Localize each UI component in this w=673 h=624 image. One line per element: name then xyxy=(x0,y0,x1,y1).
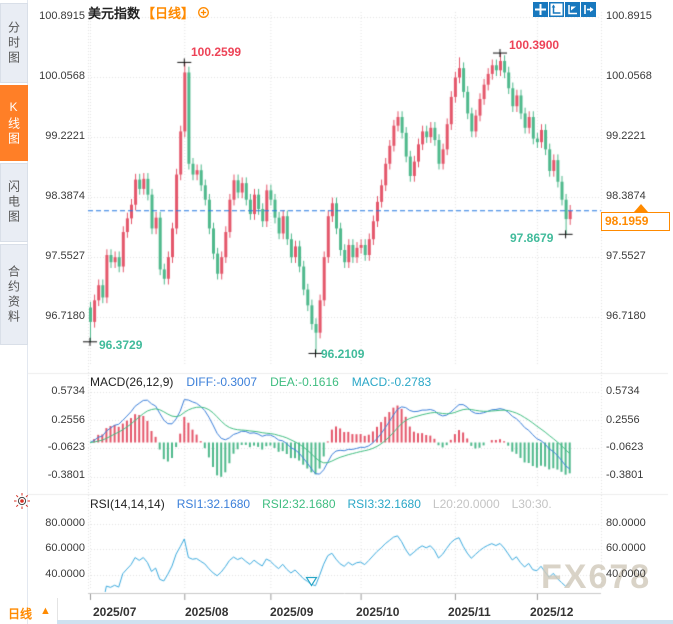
price-axis-label: 99.2221 xyxy=(45,130,85,142)
rsi1-value: RSI1:32.1680 xyxy=(176,497,251,511)
period-selector[interactable]: 日线 xyxy=(8,607,33,621)
x-axis-month-label: 2025/07 xyxy=(93,605,137,619)
y-axis-scale-icon[interactable] xyxy=(565,2,580,17)
high-price-annotation: 100.2599 xyxy=(191,45,242,59)
current-price-arrow xyxy=(634,204,648,212)
price-axis-label: 100.0568 xyxy=(606,70,652,82)
price-axis-label: 98.3874 xyxy=(606,190,646,202)
add-indicator-icon[interactable] xyxy=(197,6,210,19)
macd-axis-label: -0.0623 xyxy=(606,441,644,453)
chart-toolbar xyxy=(533,2,596,17)
price-axis-label: 96.7180 xyxy=(606,310,646,322)
instrument-title: 美元指数 xyxy=(88,6,141,21)
macd-axis-label: -0.3801 xyxy=(606,469,644,481)
rsi-low-marker-icon xyxy=(305,576,318,587)
low-price-annotation: 97.8679 xyxy=(510,231,554,245)
sidebar-tab-kline-chart[interactable]: K线图 xyxy=(0,85,28,161)
exit-view-icon[interactable] xyxy=(581,2,596,17)
x-axis-month-label: 2025/12 xyxy=(530,605,574,619)
price-axis-label: 99.2221 xyxy=(606,130,646,142)
period-arrow-icon[interactable]: ▲ xyxy=(40,605,51,617)
sidebar: 分时图 K线图 闪电图 合约资料 xyxy=(0,0,31,624)
rsi-l20-value: L20:20.0000 xyxy=(432,497,500,511)
price-axis-label: 97.5527 xyxy=(45,250,85,262)
macd-axis-label: 0.2556 xyxy=(51,414,85,426)
rsi3-value: RSI3:32.1680 xyxy=(347,497,421,511)
price-axis-label: 96.7180 xyxy=(45,310,85,322)
chart-title-row: 美元指数 【日线】 xyxy=(88,3,210,22)
x-axis-month-label: 2025/10 xyxy=(356,605,400,619)
period-tag: 【日线】 xyxy=(142,6,195,21)
move-icon[interactable] xyxy=(533,2,548,17)
rsi-axis-label: 40.0000 xyxy=(606,568,646,580)
rsi-axis-label: 40.0000 xyxy=(45,568,85,580)
rsi-name: RSI(14,14,14) xyxy=(90,497,165,511)
high-price-annotation: 100.3900 xyxy=(509,38,560,52)
rsi-axis-label: 60.0000 xyxy=(606,542,646,554)
sidebar-tab-time-chart[interactable]: 分时图 xyxy=(0,3,28,83)
price-axis-label: 100.8915 xyxy=(606,10,652,22)
rsi-axis-label: 60.0000 xyxy=(45,542,85,554)
footer-period-cell xyxy=(0,598,58,624)
macd-dea-value: DEA:-0.1616 xyxy=(270,375,339,389)
macd-header: MACD(26,12,9) DIFF:-0.3007 DEA:-0.1616 M… xyxy=(90,375,431,389)
price-axis-label: 100.0568 xyxy=(39,70,85,82)
price-axis-label: 98.3874 xyxy=(45,190,85,202)
x-axis-month-label: 2025/09 xyxy=(270,605,314,619)
x-axis-scale-icon[interactable] xyxy=(549,2,564,17)
x-axis-month-label: 2025/08 xyxy=(185,605,229,619)
rsi-axis-label: 80.0000 xyxy=(606,517,646,529)
bottom-scrollbar[interactable] xyxy=(57,620,673,624)
macd-axis-label: 0.5734 xyxy=(606,385,640,397)
macd-axis-label: -0.0623 xyxy=(47,441,85,453)
sidebar-tab-contract-info[interactable]: 合约资料 xyxy=(0,244,28,345)
radiating-dot-icon[interactable] xyxy=(13,492,31,510)
rsi-header: RSI(14,14,14) RSI1:32.1680 RSI2:32.1680 … xyxy=(90,497,552,511)
price-axis-label: 100.8915 xyxy=(39,10,85,22)
low-price-annotation: 96.2109 xyxy=(321,347,365,361)
x-axis-month-label: 2025/11 xyxy=(448,605,491,619)
price-axis-label: 97.5527 xyxy=(606,250,646,262)
macd-axis-label: 0.5734 xyxy=(51,385,85,397)
macd-diff-value: DIFF:-0.3007 xyxy=(186,375,258,389)
rsi-l30-value: L30:30. xyxy=(511,497,552,511)
sidebar-tab-lightning-chart[interactable]: 闪电图 xyxy=(0,163,28,242)
low-price-annotation: 96.3729 xyxy=(99,338,143,352)
macd-macd-value: MACD:-0.2783 xyxy=(351,375,432,389)
macd-name: MACD(26,12,9) xyxy=(90,375,174,389)
macd-axis-label: -0.3801 xyxy=(47,469,85,481)
watermark: FX678 xyxy=(541,558,652,596)
rsi2-value: RSI2:32.1680 xyxy=(262,497,336,511)
macd-axis-label: 0.2556 xyxy=(606,414,640,426)
rsi-axis-label: 80.0000 xyxy=(45,517,85,529)
current-price-box: 98.1959 xyxy=(601,212,670,231)
